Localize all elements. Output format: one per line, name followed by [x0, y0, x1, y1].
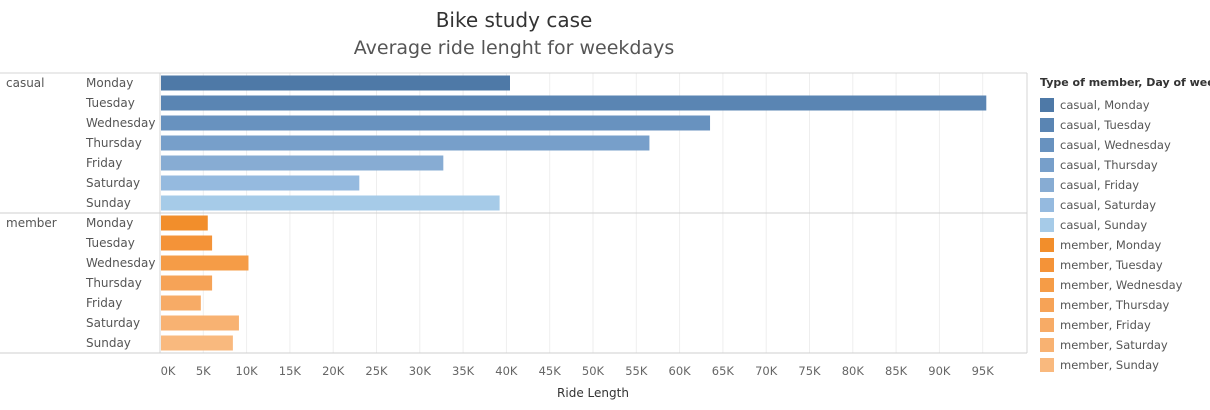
legend-label: member, Sunday [1060, 358, 1159, 372]
x-tick-label: 25K [365, 364, 388, 378]
x-tick-label: 10K [236, 364, 259, 378]
category-label: Monday [86, 76, 133, 90]
legend-swatch [1040, 178, 1054, 192]
legend-item[interactable]: casual, Tuesday [1040, 115, 1208, 135]
x-tick-label: 15K [279, 364, 302, 378]
category-label: Wednesday [86, 256, 155, 270]
legend-label: member, Saturday [1060, 338, 1168, 352]
legend-title: Type of member, Day of week [1040, 76, 1210, 89]
legend-item[interactable]: member, Tuesday [1040, 255, 1208, 275]
legend-label: casual, Monday [1060, 98, 1150, 112]
bar-chart: casual Monday Tuesday Wednesday Thursday Frid… [0, 72, 1028, 378]
legend-swatch [1040, 238, 1054, 252]
legend-item[interactable]: casual, Thursday [1040, 155, 1208, 175]
legend-label: casual, Friday [1060, 178, 1140, 192]
x-tick-label: 90K [928, 364, 951, 378]
bar [161, 235, 213, 251]
category-label: Monday [86, 216, 133, 230]
legend-label: member, Tuesday [1060, 258, 1163, 272]
bar [161, 95, 987, 111]
x-tick-label: 70K [755, 364, 778, 378]
x-tick-label: 65K [712, 364, 735, 378]
legend-label: casual, Thursday [1060, 158, 1158, 172]
legend-swatch [1040, 218, 1054, 232]
legend-label: casual, Sunday [1060, 218, 1148, 232]
legend-swatch [1040, 118, 1054, 132]
category-label: Thursday [85, 136, 142, 150]
legend: Type of member, Day of week casual, Mond… [1040, 76, 1210, 375]
x-tick-label: 75K [798, 364, 821, 378]
x-tick-label: 40K [495, 364, 518, 378]
legend-swatch [1040, 318, 1054, 332]
category-label: Thursday [85, 276, 142, 290]
legend-swatch [1040, 158, 1054, 172]
group-label: casual [6, 76, 45, 90]
category-label: Friday [86, 296, 122, 310]
bar [161, 135, 650, 151]
legend-label: casual, Wednesday [1060, 138, 1171, 152]
category-label: Wednesday [86, 116, 155, 130]
legend-swatch [1040, 338, 1054, 352]
chart-title: Bike study case [435, 8, 593, 32]
legend-label: casual, Tuesday [1060, 118, 1151, 132]
bar [161, 335, 233, 351]
legend-label: member, Friday [1060, 318, 1151, 332]
legend-label: member, Monday [1060, 238, 1162, 252]
bar [161, 255, 249, 271]
category-label: Friday [86, 156, 122, 170]
group-label: member [6, 216, 57, 230]
category-label: Saturday [86, 316, 140, 330]
category-label: Tuesday [85, 236, 135, 250]
legend-item[interactable]: member, Sunday [1040, 355, 1208, 375]
legend-swatch [1040, 358, 1054, 372]
bar [161, 75, 510, 91]
legend-label: casual, Saturday [1060, 198, 1157, 212]
x-axis-title: Ride Length [557, 386, 629, 400]
legend-item[interactable]: casual, Wednesday [1040, 135, 1208, 155]
legend-item[interactable]: member, Friday [1040, 315, 1208, 335]
bar [161, 295, 201, 311]
x-tick-label: 0K [161, 364, 176, 378]
legend-swatch [1040, 138, 1054, 152]
x-tick-label: 50K [582, 364, 605, 378]
legend-item[interactable]: member, Thursday [1040, 295, 1208, 315]
x-tick-label: 95K [972, 364, 995, 378]
x-tick-label: 30K [409, 364, 432, 378]
bar [161, 195, 500, 211]
bar [161, 275, 213, 291]
legend-item[interactable]: casual, Saturday [1040, 195, 1208, 215]
legend-item[interactable]: member, Monday [1040, 235, 1208, 255]
chart-subtitle: Average ride lenght for weekdays [353, 37, 675, 59]
legend-swatch [1040, 278, 1054, 292]
category-label: Sunday [86, 336, 131, 350]
bar [161, 315, 239, 331]
x-tick-label: 20K [322, 364, 345, 378]
category-label: Saturday [86, 176, 140, 190]
legend-label: member, Thursday [1060, 298, 1170, 312]
legend-swatch [1040, 258, 1054, 272]
x-tick-label: 60K [669, 364, 692, 378]
bar [161, 155, 444, 171]
legend-item[interactable]: member, Saturday [1040, 335, 1208, 355]
category-label: Tuesday [85, 96, 135, 110]
legend-item[interactable]: member, Wednesday [1040, 275, 1208, 295]
x-tick-label: 45K [539, 364, 562, 378]
legend-swatch [1040, 298, 1054, 312]
x-tick-label: 55K [625, 364, 648, 378]
x-tick-label: 85K [885, 364, 908, 378]
legend-item[interactable]: casual, Sunday [1040, 215, 1208, 235]
legend-swatch [1040, 198, 1054, 212]
category-label: Sunday [86, 196, 131, 210]
bar [161, 215, 208, 231]
bar [161, 115, 711, 131]
legend-swatch [1040, 98, 1054, 112]
legend-label: member, Wednesday [1060, 278, 1183, 292]
legend-item[interactable]: casual, Monday [1040, 95, 1208, 115]
x-tick-label: 80K [842, 364, 865, 378]
x-tick-label: 5K [196, 364, 211, 378]
x-tick-label: 35K [452, 364, 475, 378]
legend-item[interactable]: casual, Friday [1040, 175, 1208, 195]
bar [161, 175, 360, 191]
